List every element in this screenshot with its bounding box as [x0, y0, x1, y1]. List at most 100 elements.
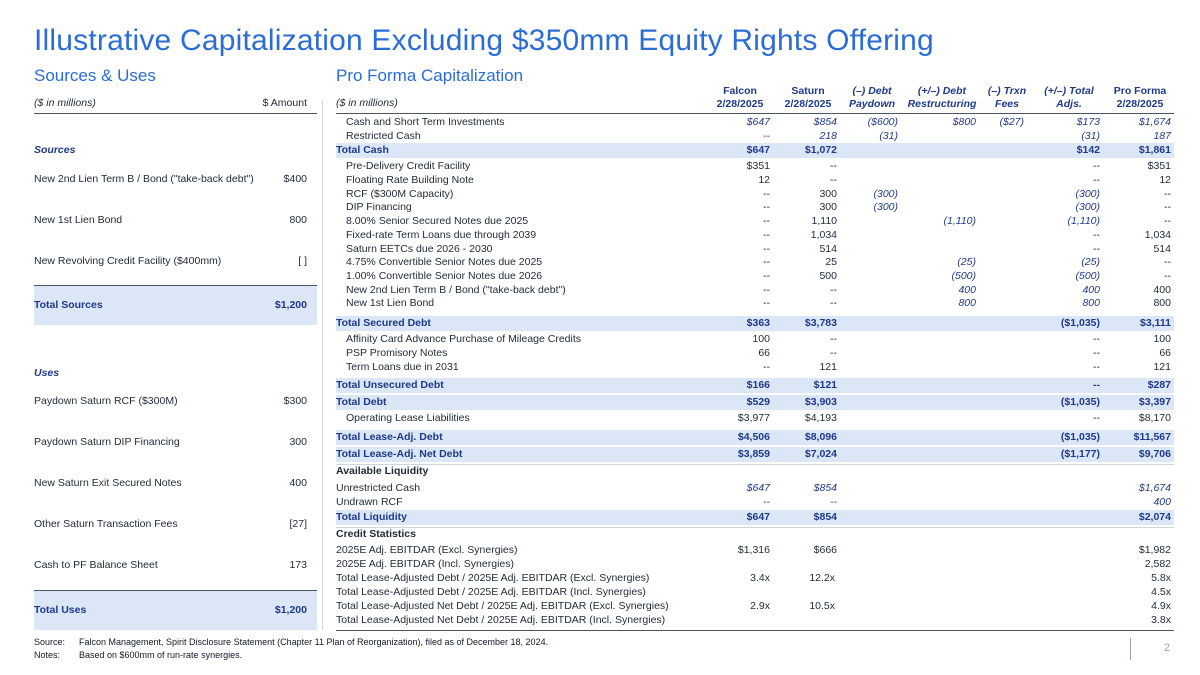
- table-row-ebitdar-ex: 2025E Adj. EBITDAR (Excl. Synergies) $1,3…: [336, 544, 1174, 558]
- col-header-line1: (–) Debt: [852, 85, 892, 97]
- cell-col-6: 100: [1153, 333, 1171, 345]
- col-header-pro-forma: Pro Forma 2/28/2025: [1106, 85, 1174, 111]
- cell-col-6: $3,111: [1140, 317, 1171, 329]
- cell-col-6: --: [1164, 215, 1171, 227]
- cell-col-5: --: [1093, 379, 1100, 391]
- row-amount: [ ]: [298, 255, 307, 267]
- cell-col-6: --: [1164, 270, 1171, 282]
- notes-note: Notes: Based on $600mm of run-rate synerg…: [34, 649, 548, 662]
- pro-forma-heading: Pro Forma Capitalization: [336, 66, 524, 85]
- row-label: Floating Rate Building Note: [346, 174, 474, 186]
- row-label: 2025E Adj. EBITDAR (Incl. Synergies): [336, 558, 514, 570]
- table-row-total-lease-adj: Total Lease-Adj. Debt $4,506 $8,096 ($1,035…: [336, 430, 1174, 445]
- col-header-line1: Saturn: [791, 85, 825, 97]
- row-label: Restricted Cash: [346, 130, 421, 142]
- cell-col-6: 121: [1153, 361, 1171, 373]
- cell-col-0: --: [763, 229, 770, 241]
- bottom-rule: [336, 630, 1174, 631]
- row-label: New Saturn Exit Secured Notes: [34, 477, 182, 489]
- row-label: Cash and Short Term Investments: [346, 116, 505, 128]
- row-label: Undrawn RCF: [336, 496, 403, 508]
- notes-text: Based on $600mm of run-rate synergies.: [79, 650, 243, 660]
- col-header-trxn-fees: (–) Trxn Fees: [982, 85, 1032, 111]
- cell-col-5: $173: [1076, 116, 1100, 128]
- col-header-falcon: Falcon 2/28/2025: [706, 85, 774, 111]
- table-row-avail-liq: Available Liquidity: [336, 464, 1174, 478]
- cell-col-1: $854: [813, 482, 837, 494]
- cell-col-0: --: [763, 297, 770, 309]
- table-row-csn475: 4.75% Convertible Senior Notes due 2025 -…: [336, 256, 1174, 270]
- col-header-line2: Adjs.: [1056, 98, 1082, 110]
- cell-col-6: 514: [1153, 243, 1171, 255]
- cell-col-1: $4,193: [804, 412, 837, 424]
- row-label: Affinity Card Advance Purchase of Mileag…: [346, 333, 582, 345]
- row-label: Operating Lease Liabilities: [346, 412, 470, 424]
- row-label: New 2nd Lien Term B / Bond ("take-back d…: [34, 173, 254, 185]
- row-amount: 800: [289, 214, 307, 226]
- cell-col-0: --: [763, 270, 770, 282]
- cell-col-5: --: [1093, 412, 1100, 424]
- row-label: DIP Financing: [346, 201, 412, 213]
- row-label: Unrestricted Cash: [336, 482, 421, 494]
- table-row-cash: Cash and Short Term Investments $647 $854 (…: [336, 116, 1174, 130]
- table-row-acap: Affinity Card Advance Purchase of Mileag…: [336, 333, 1174, 347]
- cell-col-0: --: [763, 243, 770, 255]
- units-label: ($ in millions): [336, 97, 398, 109]
- row-label: Total Lease-Adjusted Net Debt / 2025E Ad…: [336, 614, 666, 626]
- cell-col-0: $529: [746, 396, 770, 408]
- cell-col-6: 800: [1153, 297, 1171, 309]
- cell-col-0: $363: [746, 317, 770, 329]
- col-header-line1: Pro Forma: [1113, 85, 1167, 97]
- cell-col-5: --: [1093, 243, 1100, 255]
- total-sources-row: Total Sources $1,200: [34, 285, 317, 325]
- cell-col-6: $11,567: [1133, 431, 1171, 443]
- cell-col-0: --: [763, 215, 770, 227]
- cell-col-1: 300: [819, 188, 837, 200]
- cell-col-0: $1,316: [737, 544, 770, 556]
- units-label: ($ in millions): [34, 97, 96, 109]
- cell-col-0: --: [763, 188, 770, 200]
- cell-col-1: $3,903: [804, 396, 837, 408]
- page-title: Illustrative Capitalization Excluding $3…: [34, 24, 934, 57]
- cell-col-0: $647: [746, 144, 770, 156]
- row-label: 4.75% Convertible Senior Notes due 2025: [346, 256, 543, 268]
- cell-col-1: $854: [813, 511, 837, 523]
- cell-col-6: $1,674: [1138, 482, 1171, 494]
- cell-col-3: (1,110): [943, 215, 977, 227]
- table-row-pdc: Pre-Delivery Credit Facility $351 -- -- $351: [336, 160, 1174, 174]
- row-amount: 400: [289, 477, 307, 489]
- table-row-tl2031: Term Loans due in 2031 -- 121 -- 121: [336, 361, 1174, 375]
- col-header-debt-paydown: (–) Debt Paydown: [842, 85, 902, 111]
- row-label: New 1st Lien Bond: [346, 297, 435, 309]
- row-label: Pre-Delivery Credit Facility: [346, 160, 471, 172]
- cell-col-5: (500): [1075, 270, 1100, 282]
- cell-col-5: 400: [1082, 284, 1100, 296]
- total-sources-amount: $1,200: [274, 299, 307, 311]
- cell-col-1: $121: [813, 379, 837, 391]
- cell-col-4: ($27): [999, 116, 1024, 128]
- row-label: Term Loans due in 2031: [346, 361, 459, 373]
- notes-key: Notes:: [34, 650, 61, 660]
- cell-col-2: ($600): [867, 116, 898, 128]
- cell-col-6: $9,706: [1138, 448, 1171, 460]
- source-key: Source:: [34, 637, 66, 647]
- total-sources-label: Total Sources: [34, 299, 103, 311]
- row-amount: $300: [283, 395, 307, 407]
- cell-col-3: (25): [957, 256, 976, 268]
- cell-col-6: $1,982: [1138, 544, 1171, 556]
- row-label: New 1st Lien Bond: [34, 214, 123, 226]
- row-label: Paydown Saturn DIP Financing: [34, 436, 180, 448]
- table-row-n2l: New 2nd Lien Term B / Bond ("take-back d…: [336, 284, 1174, 298]
- row-label: Total Debt: [336, 396, 387, 408]
- cell-col-0: --: [763, 201, 770, 213]
- cell-col-3: $800: [952, 116, 976, 128]
- col-header-saturn: Saturn 2/28/2025: [776, 85, 840, 111]
- cell-col-5: (31): [1081, 130, 1100, 142]
- row-label: Saturn EETCs due 2026 - 2030: [346, 243, 493, 255]
- cell-col-0: $351: [746, 160, 770, 172]
- cell-col-5: --: [1093, 174, 1100, 186]
- cell-col-6: 66: [1159, 347, 1171, 359]
- row-label: Total Lease-Adj. Net Debt: [336, 448, 463, 460]
- sources-label: Sources: [34, 144, 76, 156]
- cell-col-1: $8,096: [804, 431, 837, 443]
